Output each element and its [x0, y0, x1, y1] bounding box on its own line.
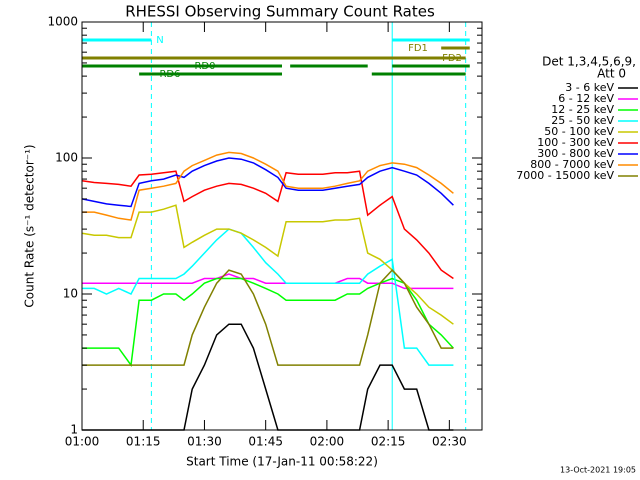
x-tick-label: 01:00 — [65, 435, 100, 449]
series-line — [82, 151, 454, 221]
state-label: FD1 — [408, 43, 428, 54]
legend-label: 100 - 300 keV — [537, 136, 614, 149]
y-axis-label: Count Rate (s⁻¹ detector⁻¹) — [23, 144, 37, 307]
legend-title: Att 0 — [597, 67, 626, 81]
series-line — [82, 277, 454, 368]
x-tick-label: 01:30 — [187, 435, 222, 449]
legend-label: 50 - 100 keV — [544, 125, 614, 138]
state-label: RD6 — [159, 69, 180, 80]
footer: 13-Oct-2021 19:05 — [560, 466, 636, 475]
x-tick-label: 01:15 — [126, 435, 161, 449]
series-line — [81, 204, 454, 325]
x-tick-label: 02:00 — [310, 435, 345, 449]
y-tick-label: 100 — [55, 151, 78, 165]
legend-label: 7000 - 15000 keV — [516, 169, 614, 182]
series-line — [82, 273, 454, 290]
chart-title: RHESSI Observing Summary Count Rates — [125, 3, 435, 21]
legend-label: 300 - 800 keV — [537, 147, 614, 160]
legend-label: 800 - 7000 keV — [530, 158, 614, 171]
state-label: FD2 — [442, 53, 462, 64]
series-line — [82, 268, 454, 366]
legend-label: 3 - 6 keV — [565, 81, 614, 94]
legend-label: 12 - 25 keV — [551, 103, 614, 116]
x-tick-label: 02:30 — [432, 435, 467, 449]
series-line — [81, 170, 454, 280]
state-label: RD0 — [194, 61, 215, 72]
plot-frame — [81, 21, 483, 431]
legend-label: 6 - 12 keV — [558, 92, 614, 105]
y-tick-label: 1000 — [47, 15, 78, 29]
y-tick-label: 10 — [63, 287, 78, 301]
y-tick-label: 1 — [70, 423, 78, 437]
legend-label: 25 - 50 keV — [551, 114, 614, 127]
x-tick-label: 02:15 — [371, 435, 406, 449]
legend-title: Det 1,3,4,5,6,9, — [542, 55, 636, 69]
series-line — [82, 228, 454, 366]
series-line — [81, 157, 454, 208]
state-label: N — [156, 35, 163, 46]
x-axis-label: Start Time (17-Jan-11 00:58:22) — [186, 455, 378, 469]
x-tick-label: 01:45 — [248, 435, 283, 449]
